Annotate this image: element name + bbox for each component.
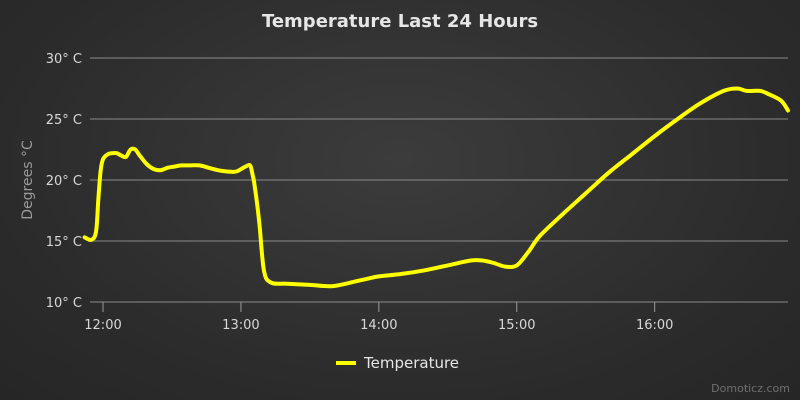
y-tick-label: 15° C <box>46 235 82 250</box>
legend[interactable]: Temperature <box>336 354 459 372</box>
y-axis-label: Degrees °C <box>20 140 36 220</box>
y-tick-label: 20° C <box>46 174 82 189</box>
y-tick-label: 30° C <box>46 52 82 67</box>
x-tick-label: 15:00 <box>498 318 535 333</box>
credit-link[interactable]: Domoticz.com <box>711 382 790 395</box>
chart-title: Temperature Last 24 Hours <box>262 11 538 32</box>
y-tick-label: 25° C <box>46 113 82 128</box>
legend-item-temperature[interactable]: Temperature <box>363 354 459 372</box>
x-tick-label: 13:00 <box>222 318 259 333</box>
x-axis-ticks: 12:00 13:00 14:00 15:00 16:00 <box>84 302 673 333</box>
series-layer <box>82 86 790 289</box>
series-line-temperature[interactable] <box>82 86 790 289</box>
x-tick-label: 12:00 <box>84 318 121 333</box>
grid-lines <box>90 57 788 303</box>
y-axis-ticks: 10° C 15° C 20° C 25° C 30° C <box>46 52 82 311</box>
x-tick-label: 14:00 <box>360 318 397 333</box>
x-tick-label: 16:00 <box>636 318 673 333</box>
y-tick-label: 10° C <box>46 296 82 311</box>
